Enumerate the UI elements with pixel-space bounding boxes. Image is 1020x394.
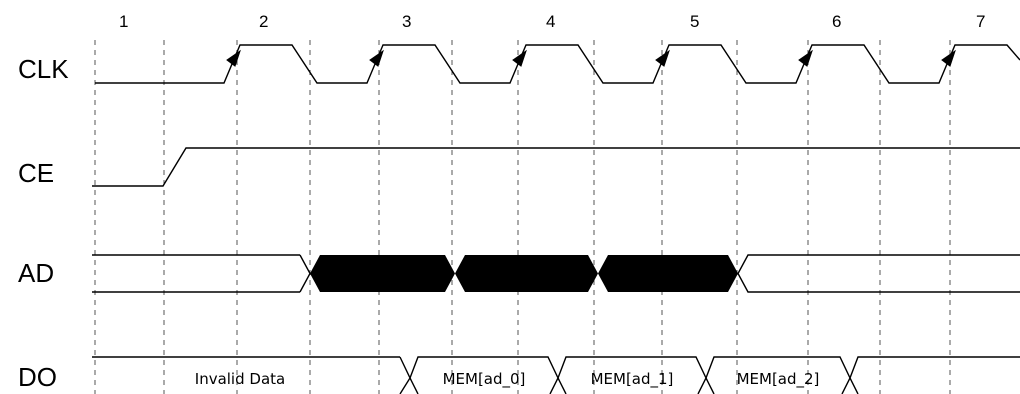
cycle-number: 7 [976,12,985,31]
ad-value: ad_1 [508,265,544,284]
ad-value: ad_2 [650,265,686,284]
cycle-number: 6 [832,12,841,31]
clk-waveform [95,44,1020,84]
cycle-gridlines [94,40,951,394]
ce-label: CE [18,158,54,188]
do-invalid-data: Invalid Data [195,370,285,388]
clk-rising-edge-arrows [226,49,956,67]
rising-edge-arrow [798,49,813,67]
rising-edge-arrow [512,49,527,67]
rising-edge-arrow [226,49,241,67]
do-value: MEM[ad_0] [443,370,526,389]
cycle-number: 5 [690,12,699,31]
rising-edge-arrow [655,49,670,67]
cycle-number: 4 [546,12,555,31]
cycle-number: 2 [259,12,268,31]
ce-waveform [92,147,1020,187]
cycle-number: 3 [402,12,411,31]
ad-bus [92,254,1020,293]
do-bus [92,356,1020,394]
cycle-numbers: 1 2 3 4 5 6 7 [119,12,985,31]
ad-label: AD [18,258,54,288]
rising-edge-arrow [941,49,956,67]
clk-label: CLK [18,54,69,84]
rising-edge-arrow [369,49,384,67]
do-value: MEM[ad_1] [591,370,674,389]
do-value: MEM[ad_2] [737,370,820,389]
do-label: DO [18,362,57,392]
ad-value: ad_0 [364,265,400,284]
cycle-number: 1 [119,12,128,31]
